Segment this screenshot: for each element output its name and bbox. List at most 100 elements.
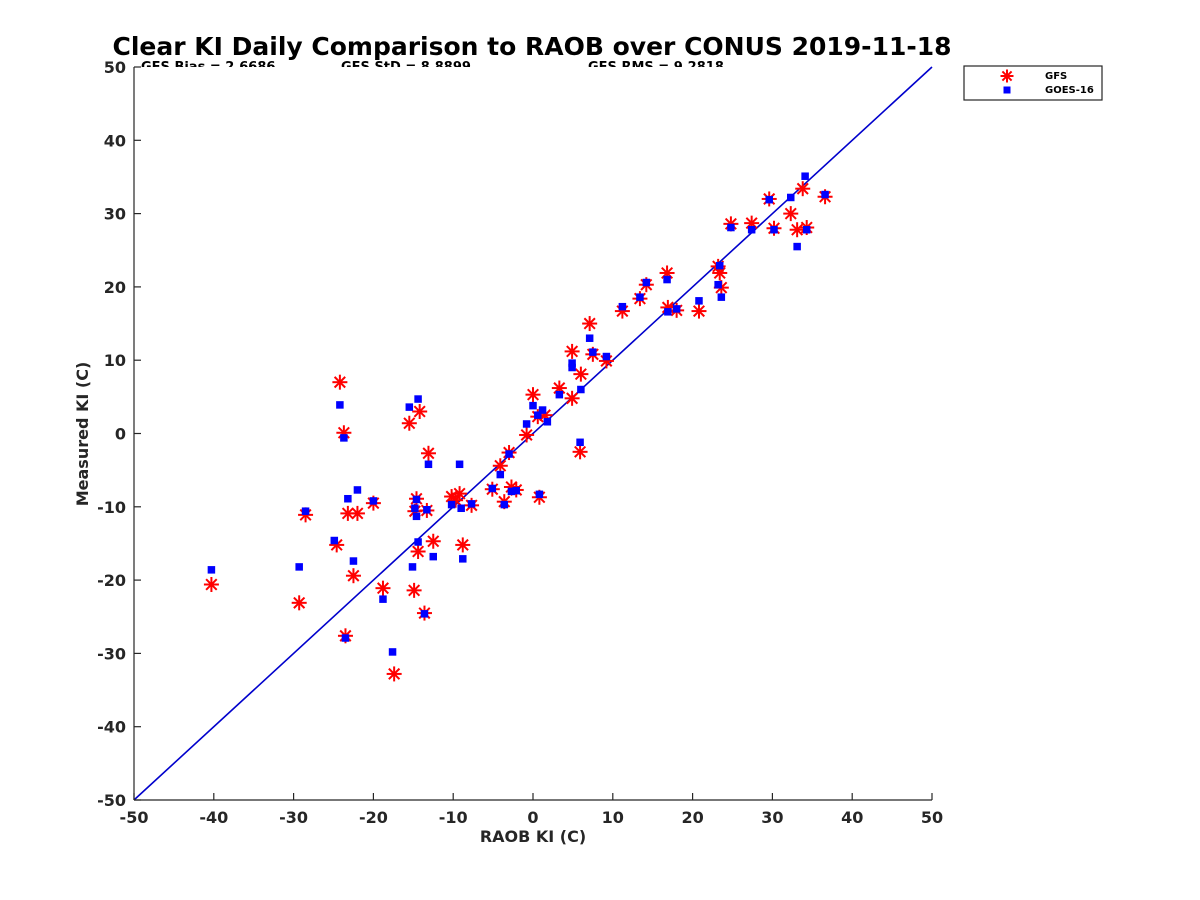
gfs-point [375,580,391,596]
x-tick-label: -20 [359,808,388,827]
goes16-point [715,261,724,270]
gfs-point [691,303,707,319]
goes16-point [412,512,421,521]
y-tick-label: -50 [97,791,126,810]
gfs-point [349,505,365,521]
goes16-point [369,497,378,505]
gfs-point [564,390,580,406]
legend-gfs-symbol [1000,69,1014,83]
y-ticks: -50 -40 -30 -20 -10 0 10 20 30 40 50 [97,58,141,810]
goes16-point [672,305,681,313]
goes16-point [576,438,584,447]
goes16-point [341,634,350,642]
goes16-point [568,359,576,367]
goes16-point [408,563,417,571]
goes16-point [787,193,795,202]
goes16-point [555,390,564,399]
legend-goes16-marker [1003,86,1011,94]
x-tick-label: 10 [602,808,624,827]
x-tick-label: 30 [761,808,783,827]
gfs-point [783,206,799,222]
goes16-point [543,418,552,426]
y-tick-label: -40 [97,718,126,737]
goes16-point [411,504,419,513]
goes16-point [642,278,651,287]
goes16-point [765,195,773,204]
y-tick-label: -20 [97,571,126,590]
series-goes-16 [207,172,829,656]
goes16-point [535,490,544,499]
goes16-point [602,352,611,361]
goes16-point [505,450,513,458]
legend-gfs-marker [1000,69,1014,83]
goes16-point [379,595,387,603]
x-axis-label: RAOB KI (C) [480,827,586,846]
gfs-point [572,444,588,460]
legend-goes16-label: GOES-16 [1045,85,1094,96]
goes16-point [423,505,431,514]
gfs-point [410,544,426,560]
legend-box [963,65,1103,101]
y-tick-label: -10 [97,498,126,517]
goes16-point [336,401,344,409]
goes16-point [664,308,672,316]
goes16-point [455,460,464,469]
gfs-point [203,576,219,592]
gfs-point [401,415,417,431]
goes16-point [295,563,303,571]
goes16-point [695,297,703,305]
goes16-point [500,500,509,509]
gfs-point [492,458,508,474]
goes16-point [467,500,476,508]
goes16-point [529,401,537,410]
x-tick-label: -40 [199,808,228,827]
gfs-point [525,387,541,403]
gfs-point [795,181,811,197]
goes16-point [429,552,437,561]
y-tick-label: -30 [97,644,126,663]
goes16-point [457,504,465,513]
chart-title: Clear KI Daily Comparison to RAOB over C… [112,32,951,61]
gfs-point [425,533,441,549]
y-axis-label: Measured KI (C) [73,362,92,507]
gfs-point [386,666,402,682]
x-tick-label: 40 [841,808,863,827]
goes16-point [405,403,414,411]
goes16-point [353,486,362,494]
y-tick-label: 30 [104,205,126,224]
goes16-point [618,302,627,311]
x-tick-label: -10 [439,808,468,827]
goes16-point [727,223,735,232]
goes16-point [340,434,348,442]
goes16-point [507,487,516,496]
goes16-point [538,406,547,414]
gfs-point [412,404,428,420]
y-tick-label: 20 [104,278,126,297]
gfs-point [573,366,589,382]
legend: GFS GOES-16 [963,65,1103,101]
goes16-point [717,293,726,301]
goes16-point [447,500,456,509]
goes16-point [414,538,422,546]
goes16-point [496,470,505,479]
gfs-point [345,568,361,584]
gfs-point [582,316,598,332]
goes16-point [459,555,467,563]
gfs-point [712,265,728,281]
gfs-point [420,445,436,461]
gfs-point [455,537,471,553]
x-tick-label: -30 [279,808,308,827]
y-tick-label: 0 [115,425,126,444]
goes16-point [301,507,310,515]
goes16-point [770,225,778,234]
y-tick-label: 10 [104,351,126,370]
goes16-point [577,385,585,394]
legend-goes16-symbol [1003,86,1011,94]
x-tick-label: -50 [120,808,149,827]
goes16-point [589,348,597,356]
x-tick-label: 0 [527,808,538,827]
gfs-point [519,427,535,443]
gfs-point [406,582,422,598]
x-tick-label: 50 [921,808,943,827]
